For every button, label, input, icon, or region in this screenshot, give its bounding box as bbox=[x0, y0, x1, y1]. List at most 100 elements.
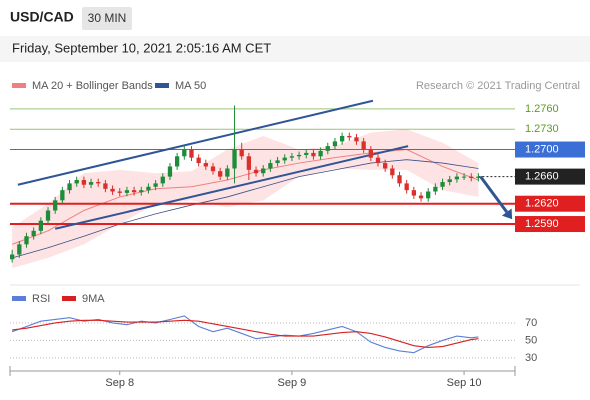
candle-body bbox=[153, 183, 158, 187]
ma50-line bbox=[12, 159, 479, 259]
candle-body bbox=[332, 141, 338, 147]
y-tick-label: 30 bbox=[525, 352, 537, 364]
candle-body bbox=[45, 210, 51, 221]
candle-body bbox=[24, 236, 29, 245]
candle-body bbox=[160, 176, 165, 184]
candle-body bbox=[411, 190, 417, 196]
candle-body bbox=[476, 176, 481, 178]
candle-body bbox=[289, 156, 295, 158]
candle-body bbox=[53, 200, 58, 211]
candle-body bbox=[210, 166, 216, 172]
candle-body bbox=[196, 157, 201, 164]
candle-body bbox=[117, 191, 122, 193]
candle-body bbox=[38, 220, 43, 231]
subtitle-bar bbox=[0, 36, 590, 62]
candle-body bbox=[74, 180, 79, 184]
candle-body bbox=[253, 169, 259, 174]
candle-body bbox=[447, 179, 452, 183]
candle-body bbox=[383, 163, 388, 169]
candle-body bbox=[397, 175, 402, 184]
x-tick-label: Sep 8 bbox=[105, 377, 134, 389]
legend-label: 9MA bbox=[82, 293, 105, 305]
candle-body bbox=[232, 149, 237, 169]
symbol: USD/CAD bbox=[10, 9, 74, 25]
candle-body bbox=[67, 183, 72, 191]
candle-body bbox=[368, 149, 373, 158]
candle-body bbox=[426, 191, 431, 199]
candle-body bbox=[354, 137, 359, 142]
candle-body bbox=[404, 183, 409, 191]
bollinger-band bbox=[12, 129, 479, 269]
candle-body bbox=[146, 186, 151, 191]
ma20-line bbox=[11, 149, 479, 245]
candle-body bbox=[60, 190, 65, 201]
candle-body bbox=[339, 135, 345, 142]
y-tick-label: 50 bbox=[525, 334, 537, 346]
candle-body bbox=[246, 156, 252, 170]
candle-body bbox=[182, 149, 187, 157]
level-box bbox=[515, 195, 585, 212]
candle-body bbox=[440, 182, 445, 187]
candle-body bbox=[110, 188, 115, 192]
level-box bbox=[515, 141, 585, 158]
forecast-arrow bbox=[479, 175, 508, 213]
candle-body bbox=[239, 149, 244, 157]
candle-body bbox=[81, 180, 87, 185]
legend-label: RSI bbox=[32, 293, 50, 305]
legend-swatch bbox=[155, 83, 169, 88]
candle-body bbox=[225, 168, 230, 177]
candle-body bbox=[469, 176, 474, 178]
candle-body bbox=[318, 150, 323, 157]
candle-body bbox=[189, 149, 194, 158]
candle-body bbox=[131, 190, 137, 193]
candle-body bbox=[461, 176, 467, 178]
candle-body bbox=[96, 182, 101, 184]
candle-body bbox=[203, 163, 208, 167]
candle-body bbox=[375, 157, 381, 164]
legend-label: MA 50 bbox=[175, 80, 206, 92]
timeframe[interactable]: 30 MIN bbox=[88, 11, 127, 25]
candle-body bbox=[347, 135, 352, 138]
candle-body bbox=[390, 168, 395, 176]
x-tick-label: Sep 9 bbox=[278, 377, 307, 389]
candle-body bbox=[31, 230, 36, 237]
candle-body bbox=[10, 254, 15, 260]
candle-body bbox=[103, 183, 108, 189]
credit: Research © 2021 Trading Central bbox=[416, 80, 580, 92]
level-label: 1.2700 bbox=[525, 143, 559, 155]
candle-body bbox=[282, 157, 287, 161]
candle-body bbox=[88, 182, 94, 185]
level-label: 1.2730 bbox=[525, 123, 559, 135]
candle-body bbox=[275, 160, 280, 164]
level-label: 1.2660 bbox=[525, 171, 559, 183]
candle-body bbox=[433, 186, 438, 192]
candle-body bbox=[17, 244, 22, 255]
legend-swatch bbox=[12, 296, 26, 301]
candle-body bbox=[124, 190, 130, 193]
candle-body bbox=[454, 176, 460, 180]
level-label: 1.2760 bbox=[525, 103, 559, 115]
candle-body bbox=[218, 171, 223, 177]
candle-body bbox=[325, 146, 330, 151]
legend-swatch bbox=[62, 296, 76, 301]
legend-label: MA 20 + Bollinger Bands bbox=[32, 80, 153, 92]
x-tick-label: Sep 10 bbox=[447, 377, 482, 389]
candle-body bbox=[261, 168, 266, 174]
trendline bbox=[17, 99, 374, 186]
timeframe-button[interactable] bbox=[82, 7, 132, 30]
candle-body bbox=[361, 141, 366, 150]
candle-body bbox=[174, 156, 180, 167]
candle-body bbox=[167, 166, 173, 177]
legend-swatch bbox=[12, 83, 26, 88]
datetime: Friday, September 10, 2021 2:05:16 AM CE… bbox=[12, 40, 271, 55]
level-label: 1.2620 bbox=[525, 198, 559, 210]
series-line bbox=[12, 319, 479, 348]
level-box bbox=[515, 168, 585, 185]
candle-body bbox=[311, 152, 316, 157]
candle-body bbox=[418, 195, 424, 199]
candle-body bbox=[139, 190, 144, 193]
candle-body bbox=[296, 154, 302, 157]
y-tick-label: 70 bbox=[525, 317, 537, 329]
